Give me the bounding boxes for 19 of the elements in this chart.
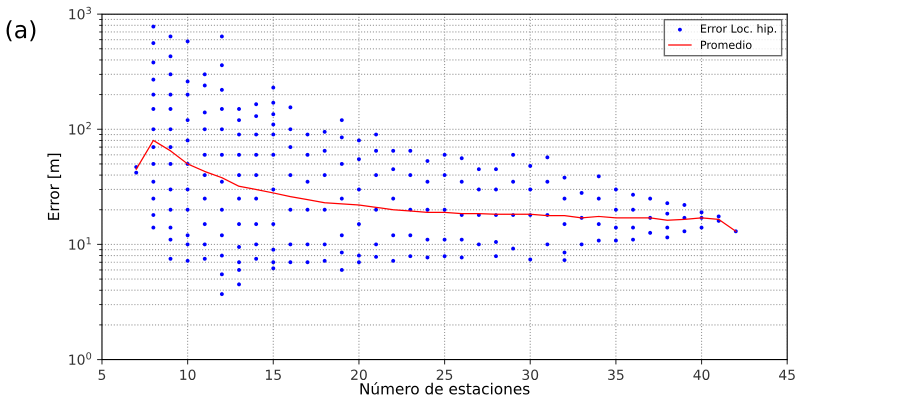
x-tick-label: 5 <box>98 370 106 380</box>
line-series <box>136 140 736 232</box>
x-tick-label: 20 <box>351 370 367 380</box>
x-tick-label: 40 <box>693 370 710 380</box>
x-axis-title: Número de estaciones <box>360 382 530 395</box>
x-tick-label: 35 <box>608 370 624 380</box>
x-tick-label: 10 <box>180 370 196 380</box>
legend-label: Promedio <box>701 40 752 50</box>
y-axis-title: Error [m] <box>47 154 62 220</box>
y-tick-label: 10$^{0}$ <box>69 352 92 365</box>
y-tick-label: 10$^{2}$ <box>69 122 91 135</box>
y-tick-label: 10$^{3}$ <box>69 6 92 20</box>
x-tick-label: 15 <box>266 370 281 380</box>
text: (a) <box>6 20 36 42</box>
y-tick-label: 10$^{1}$ <box>69 237 91 250</box>
x-tick-label: 25 <box>436 370 452 380</box>
legend-label: Error Loc. hip. <box>701 24 776 35</box>
x-tick-label: 45 <box>779 370 795 380</box>
x-tick-label: 30 <box>522 370 538 380</box>
